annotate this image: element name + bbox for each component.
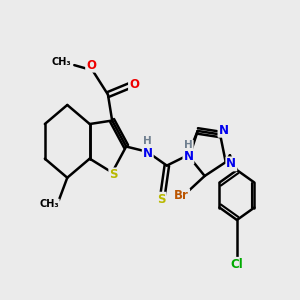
Text: N: N: [143, 147, 153, 160]
Text: CH₃: CH₃: [52, 57, 71, 67]
Text: S: S: [157, 193, 166, 206]
Text: N: N: [183, 150, 194, 164]
Text: H: H: [184, 140, 193, 151]
Text: N: N: [218, 124, 229, 137]
Text: CH₃: CH₃: [39, 200, 59, 209]
Text: N: N: [226, 158, 236, 170]
Text: H: H: [143, 136, 152, 146]
Text: O: O: [129, 78, 139, 91]
Text: O: O: [86, 58, 96, 72]
Text: Cl: Cl: [231, 258, 243, 271]
Text: S: S: [109, 168, 118, 182]
Text: Br: Br: [174, 189, 189, 202]
